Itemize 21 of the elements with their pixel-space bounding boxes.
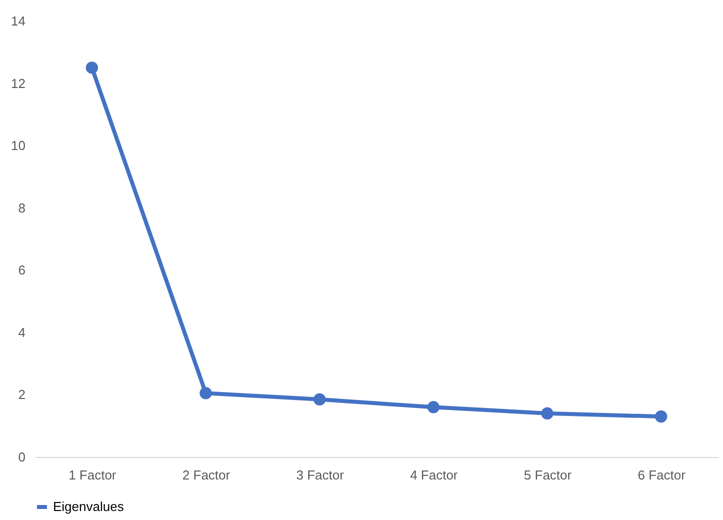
- y-tick-label: 8: [18, 200, 26, 216]
- x-tick-label: 4 Factor: [410, 468, 458, 482]
- x-tick-label: 3 Factor: [296, 468, 345, 482]
- point: [654, 410, 668, 423]
- y-tick-label: 12: [11, 76, 26, 91]
- y-tick-label: 0: [18, 450, 26, 464]
- point: [313, 393, 326, 406]
- x-tick-label: 2 Factor: [182, 468, 231, 482]
- y-tick-label: 4: [18, 324, 26, 340]
- point: [200, 387, 212, 400]
- y-tick-label: 10: [11, 138, 26, 154]
- x-tick-label: 5 Factor: [524, 468, 572, 482]
- point: [541, 407, 554, 420]
- x-tick-label: 6 Factor: [638, 468, 686, 482]
- legend-label: Eigenvalues: [53, 499, 124, 514]
- point: [86, 62, 98, 74]
- y-tick-label: 14: [11, 14, 26, 28]
- point: [427, 401, 440, 414]
- y-tick-label: 6: [18, 262, 26, 278]
- y-tick-label: 2: [18, 387, 26, 402]
- x-tick-label: 1 Factor: [68, 468, 117, 482]
